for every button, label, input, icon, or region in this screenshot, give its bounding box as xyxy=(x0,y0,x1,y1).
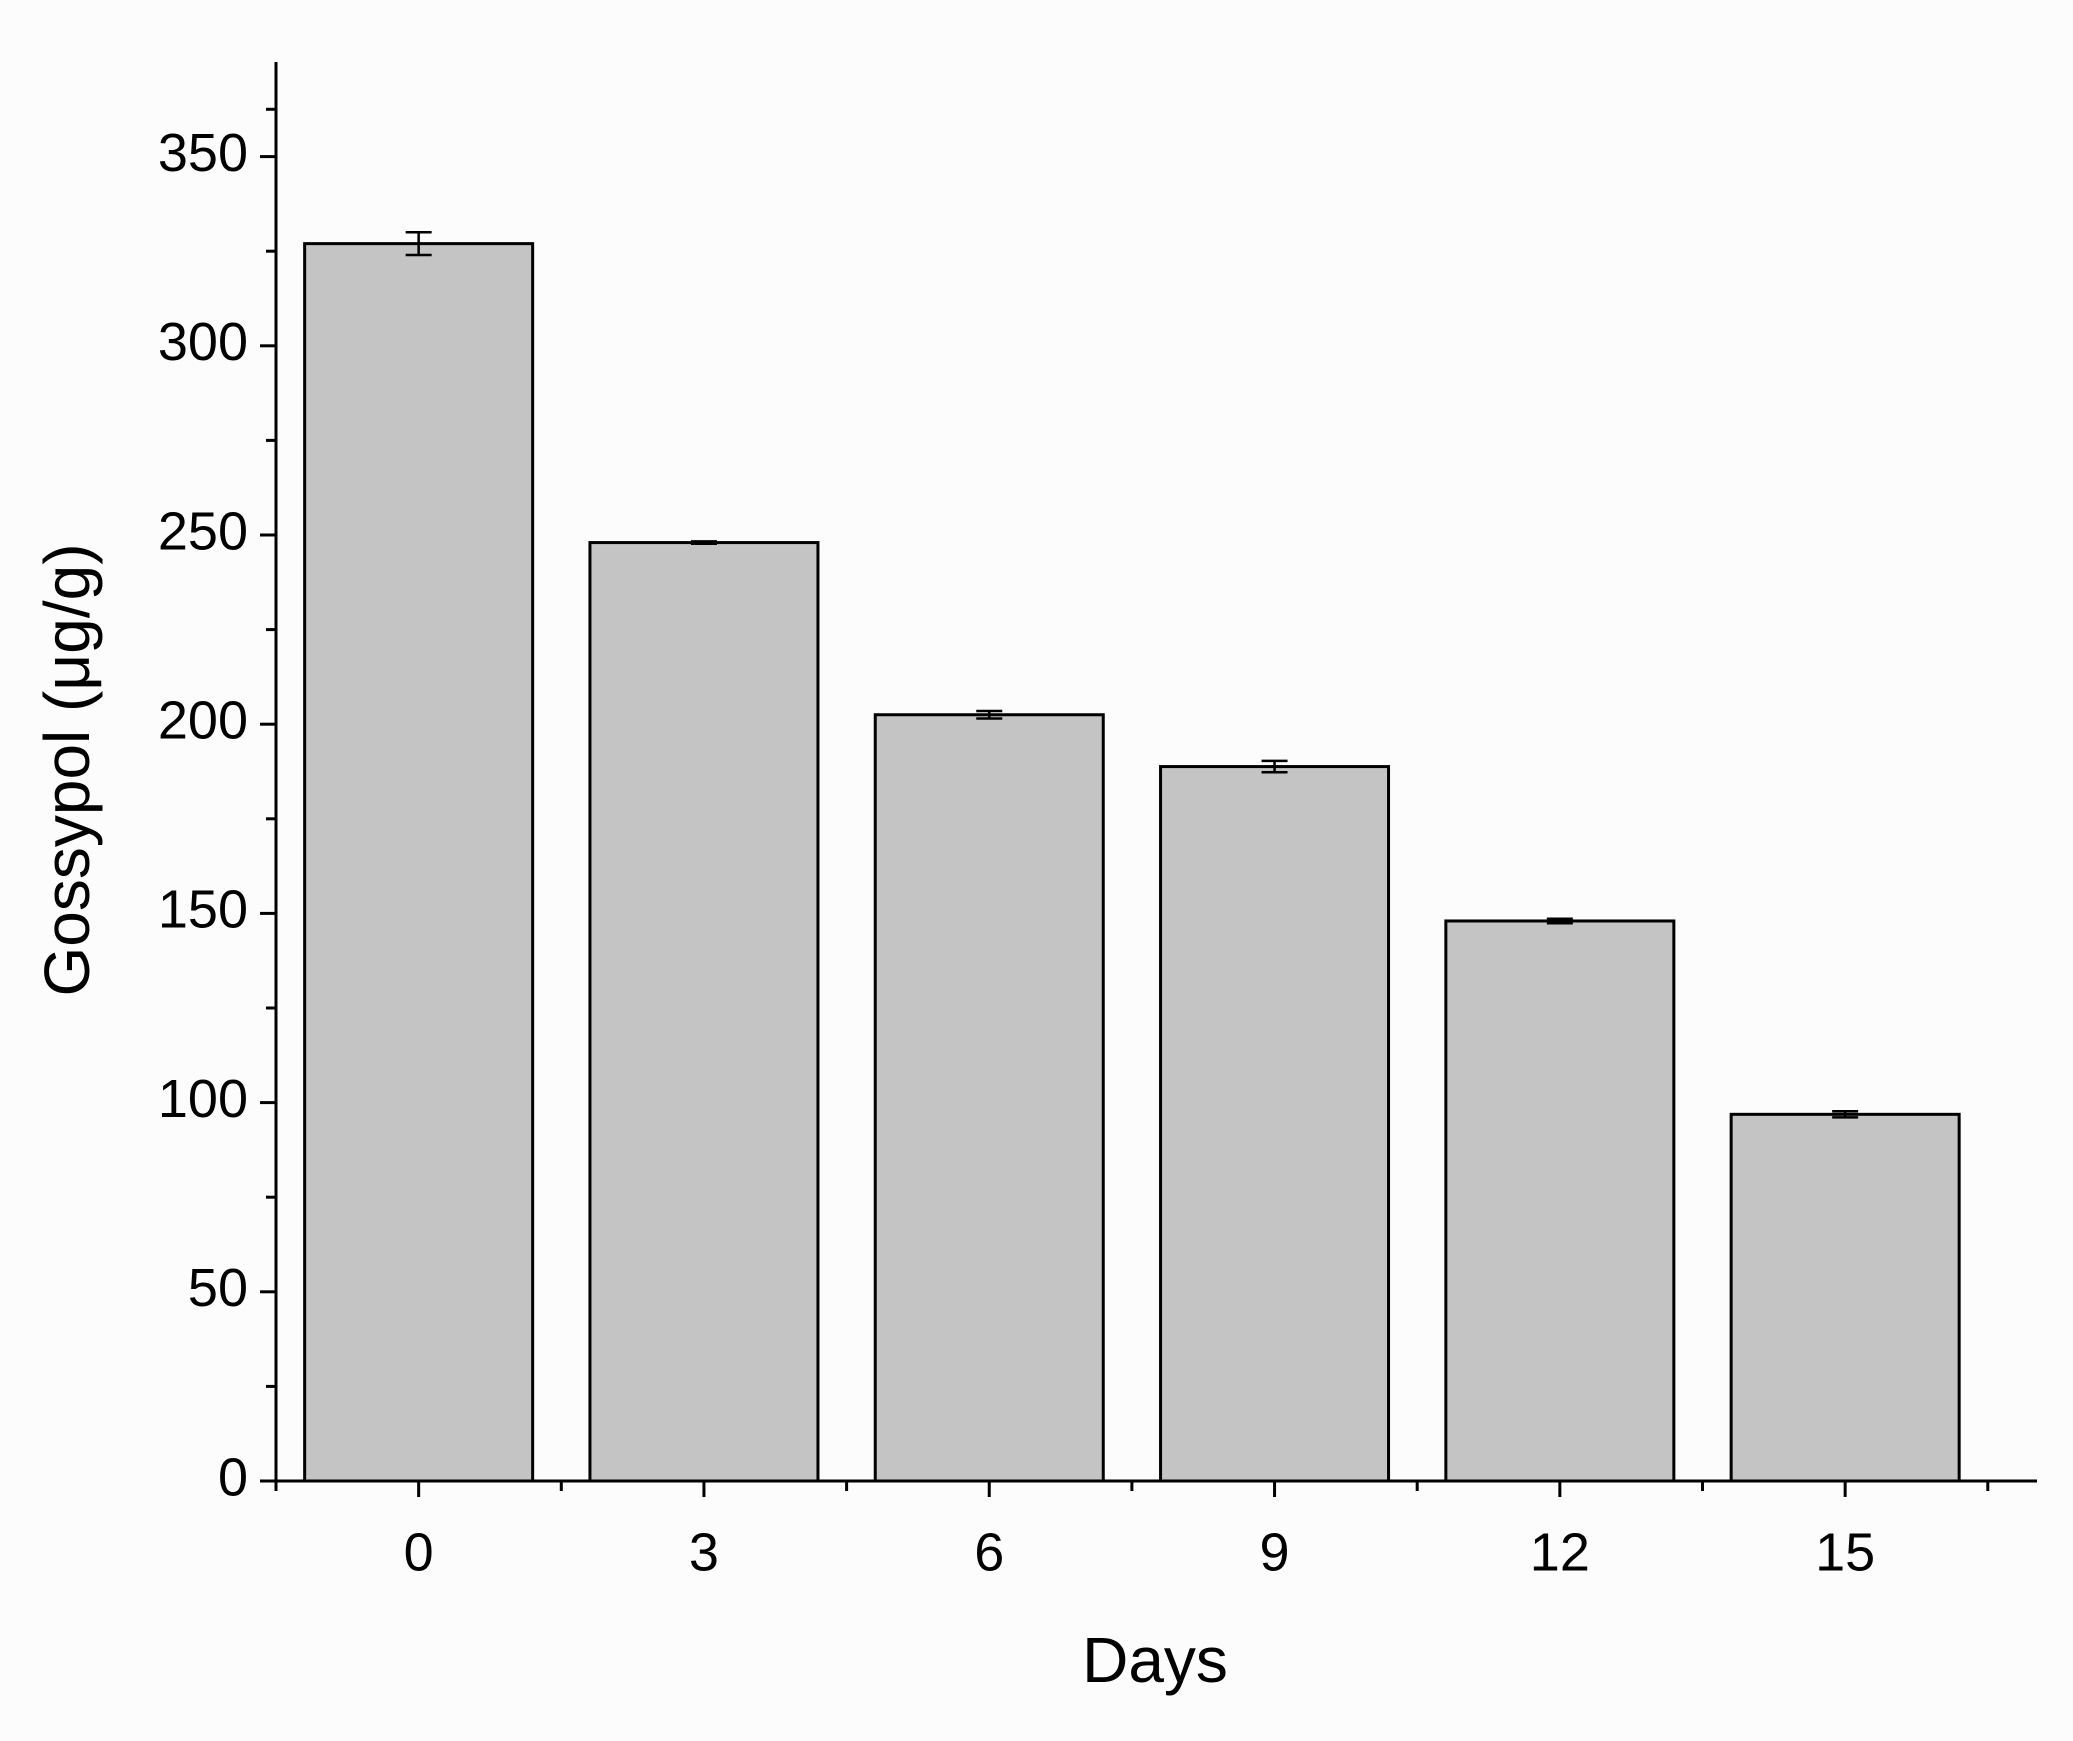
error-bar xyxy=(690,540,717,545)
y-tick-label: 50 xyxy=(188,1258,248,1318)
x-tick-label: 3 xyxy=(689,1522,719,1582)
error-bar xyxy=(1546,917,1573,925)
x-tick-label: 6 xyxy=(974,1522,1004,1582)
x-axis-title: Days xyxy=(1082,1624,1228,1696)
y-tick-label: 350 xyxy=(158,123,248,183)
bar xyxy=(588,541,820,1483)
y-tick-label: 150 xyxy=(158,880,248,940)
error-bar xyxy=(976,709,1003,720)
error-bar xyxy=(1261,759,1288,774)
x-tick-label: 0 xyxy=(404,1522,434,1582)
x-tick-label: 15 xyxy=(1815,1522,1875,1582)
x-tick-label: 9 xyxy=(1260,1522,1290,1582)
y-tick-label: 200 xyxy=(158,690,248,750)
y-axis-title: Gossypol (μg/g) xyxy=(31,543,103,996)
y-tick-label: 300 xyxy=(158,312,248,372)
bar xyxy=(303,242,535,1483)
error-bar xyxy=(1832,1110,1859,1119)
y-tick-label: 0 xyxy=(218,1447,248,1507)
y-tick-label: 100 xyxy=(158,1069,248,1129)
error-bar xyxy=(405,231,432,257)
bar xyxy=(1444,919,1676,1483)
y-tick-label: 250 xyxy=(158,501,248,561)
bar xyxy=(1159,765,1391,1483)
x-tick-label: 12 xyxy=(1530,1522,1590,1582)
bar xyxy=(873,713,1105,1483)
bar xyxy=(1729,1112,1961,1483)
